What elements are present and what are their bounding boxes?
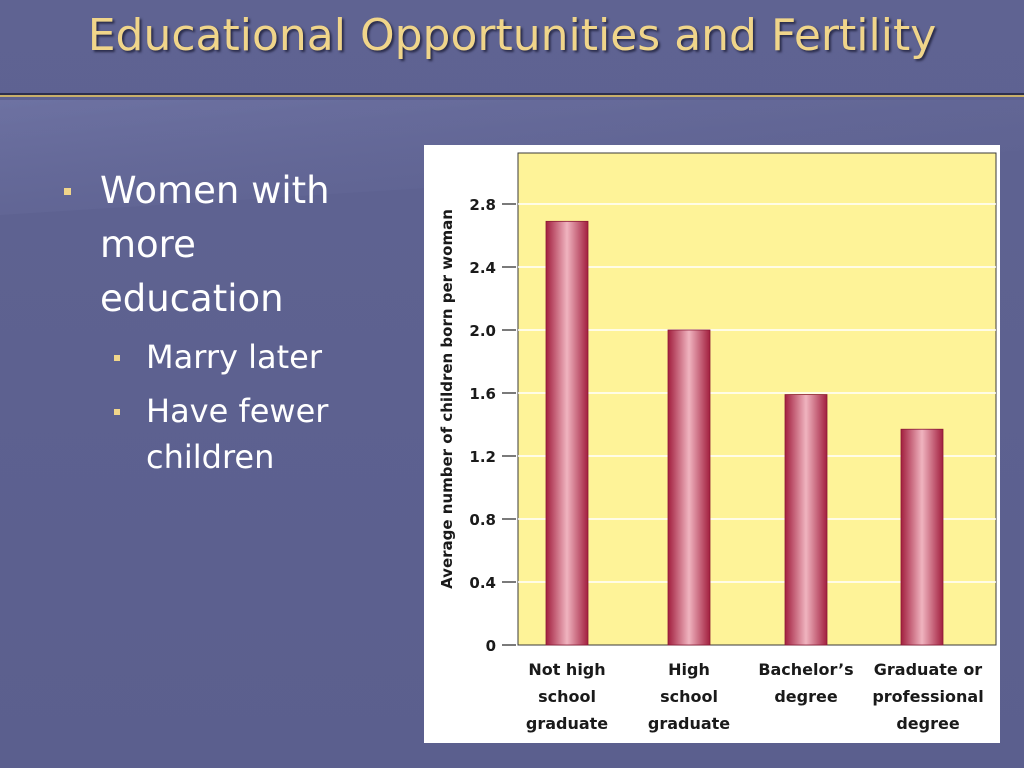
- sub-bullet-marry-later: Marry later: [108, 334, 402, 380]
- square-bullet-icon: [64, 188, 71, 195]
- bullet-women-with-more-education: Women with more education: [62, 164, 402, 326]
- bar: [900, 428, 944, 646]
- y-tick-label: 2.8: [469, 196, 496, 214]
- bullet-line: Have fewer: [146, 392, 329, 430]
- square-bullet-icon: [114, 355, 120, 361]
- y-tick-label: 2.4: [469, 259, 496, 277]
- bullet-list: Women with more education Marry later Ha…: [62, 164, 402, 480]
- bar-chart: 0 0.4 0.8 1.2 1.6 2.0 2.4 2.8 Not high school grad…: [438, 152, 997, 733]
- x-tick-label: Bachelor’s: [758, 660, 853, 679]
- y-tick-label: 1.2: [469, 448, 496, 466]
- y-tick-label: 0.4: [469, 574, 496, 592]
- x-tick-label: degree: [774, 687, 838, 706]
- title-rule-shadow: [0, 93, 1024, 95]
- bar: [784, 394, 828, 646]
- bullet-line: Women with: [100, 169, 330, 212]
- x-tick-label: High: [668, 660, 710, 679]
- bar: [667, 329, 711, 646]
- x-tick-label: degree: [896, 714, 960, 733]
- bullet-line: Marry later: [146, 338, 322, 376]
- x-tick-label: graduate: [526, 714, 608, 733]
- slide-title: Educational Opportunities and Fertility: [87, 10, 937, 61]
- sub-bullet-have-fewer-children: Have fewer children: [108, 388, 402, 480]
- x-tick-label: professional: [872, 687, 983, 706]
- bar: [545, 220, 589, 646]
- title-rule: [0, 95, 1024, 97]
- y-tick-label: 1.6: [469, 385, 496, 403]
- bullet-line: education: [100, 277, 284, 320]
- square-bullet-icon: [114, 409, 120, 415]
- chart-panel: 0 0.4 0.8 1.2 1.6 2.0 2.4 2.8 Not high school grad…: [424, 145, 1000, 743]
- y-tick-label: 0.8: [469, 511, 496, 529]
- y-axis-label: Average number of children born per woma…: [438, 209, 456, 589]
- x-tick-label: school: [660, 687, 718, 706]
- x-tick-label: Not high: [528, 660, 605, 679]
- bullet-line: more: [100, 223, 196, 266]
- y-tick-label: 2.0: [469, 322, 496, 340]
- x-tick-label: school: [538, 687, 596, 706]
- x-tick-label: Graduate or: [874, 660, 983, 679]
- y-tick-label: 0: [486, 637, 496, 655]
- bullet-line: children: [146, 438, 275, 476]
- x-tick-label: graduate: [648, 714, 730, 733]
